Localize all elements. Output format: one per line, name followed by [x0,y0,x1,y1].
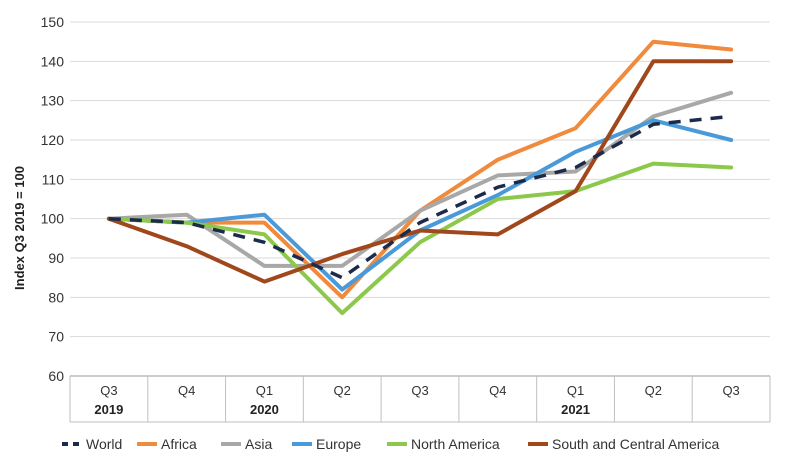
grid-lines [70,21,770,377]
legend: World Africa Asia Europe North America South … [62,436,720,452]
series-line-europe [106,118,734,292]
y-tick-label: 90 [48,250,64,266]
x-tick-label: Q2 [645,383,662,398]
series-line-world [108,114,732,280]
y-tick-label: 110 [42,171,65,187]
legend-label: World [86,436,122,452]
x-tick-label: Q1 [567,383,584,398]
x-tick-label: Q4 [489,383,506,398]
x-tick-label: Q2 [334,383,351,398]
series-line-south-and-central-america [106,59,734,284]
y-tick-label: 70 [48,329,64,345]
y-axis-ticks: 60 70 80 90 100 110 120 130 140 150 [41,14,65,384]
y-tick-label: 80 [48,289,64,305]
x-tick-label: Q3 [411,383,428,398]
y-tick-label: 100 [41,211,65,227]
y-tick-label: 150 [41,14,65,30]
legend-label: North America [411,436,500,452]
series-lines [106,39,734,316]
y-tick-label: 130 [41,93,65,109]
y-tick-label: 60 [48,368,64,384]
x-year-label: 2020 [250,402,279,417]
x-tick-label: Q3 [722,383,739,398]
y-axis-label: Index Q3 2019 = 100 [12,166,27,290]
series-line-asia [106,90,734,268]
y-tick-label: 140 [41,53,65,69]
x-axis: Q3 Q4 Q1 Q2 Q3 Q4 Q1 Q2 Q3 2019 2020 2021 [69,376,771,423]
legend-label: Europe [316,436,361,452]
y-tick-label: 120 [41,132,65,148]
legend-label: South and Central America [552,436,720,452]
x-tick-label: Q1 [256,383,273,398]
series-line-north-america [106,161,734,316]
x-tick-label: Q4 [178,383,195,398]
x-year-label: 2021 [561,402,590,417]
x-tick-label: Q3 [100,383,117,398]
x-year-label: 2019 [94,402,123,417]
legend-label: Africa [161,436,197,452]
legend-label: Asia [245,436,272,452]
